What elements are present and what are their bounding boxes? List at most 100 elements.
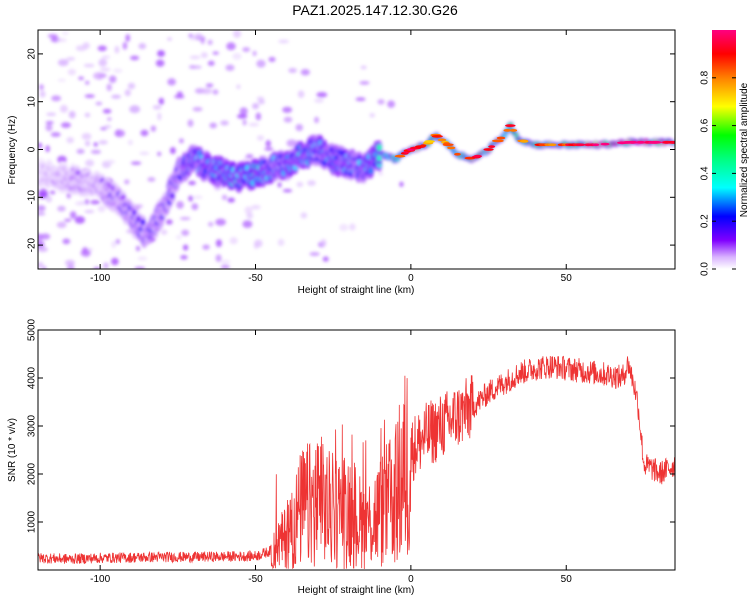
- heat-cell: [157, 50, 166, 57]
- heat-cell: [38, 246, 49, 253]
- heat-cell: [38, 261, 44, 269]
- snr-frame: [37, 329, 676, 571]
- heat-cell: [628, 140, 638, 144]
- heat-cell: [113, 68, 123, 74]
- heat-cell: [242, 119, 247, 126]
- heat-cell: [110, 257, 119, 266]
- heat-cell: [105, 159, 116, 164]
- heat-cell: [140, 218, 146, 226]
- heat-cell: [200, 52, 208, 59]
- heat-cell: [300, 212, 308, 219]
- heat-cell: [339, 223, 349, 232]
- heat-cell: [268, 56, 276, 63]
- heat-cell: [39, 90, 46, 98]
- heat-cell: [68, 110, 76, 119]
- heat-cell: [84, 112, 91, 118]
- heat-cell: [45, 121, 54, 125]
- snr-y-ticks: 1000 2000 3000 4000 5000: [27, 318, 675, 533]
- heat-cell: [349, 223, 356, 231]
- spectrogram-y-axis-label: Frequency (Hz): [7, 116, 18, 185]
- heat-cell: [244, 206, 253, 215]
- heat-cell: [84, 209, 95, 214]
- heat-cell: [215, 239, 222, 248]
- heat-cell: [99, 67, 111, 72]
- heat-cell: [187, 119, 194, 128]
- heat-cell: [256, 59, 266, 68]
- heat-cell: [548, 143, 557, 147]
- heat-cell: [300, 69, 310, 76]
- heat-cell: [265, 140, 271, 148]
- heat-cell: [232, 30, 242, 38]
- heat-cell: [297, 90, 305, 99]
- heat-cell: [220, 120, 229, 126]
- heat-cell: [66, 57, 76, 61]
- heat-cell: [181, 229, 190, 236]
- heat-cell: [57, 59, 69, 67]
- heat-cell: [90, 200, 101, 205]
- heat-cell: [215, 218, 226, 226]
- heat-cell: [252, 50, 257, 57]
- heat-cell: [103, 124, 112, 129]
- heat-cell: [355, 97, 366, 102]
- heat-cell: [80, 249, 91, 257]
- snr-y-axis-label: SNR (10 * v/v): [7, 418, 18, 482]
- heat-cell: [288, 68, 297, 74]
- heat-cell: [201, 88, 212, 95]
- heat-cell: [107, 117, 112, 121]
- x-tick-label: 50: [561, 273, 573, 284]
- colorbar: 0.0 0.2 0.4 0.6 0.8 Normalized spectral ampl…: [700, 30, 750, 276]
- heat-cell: [236, 113, 248, 119]
- heat-cell: [670, 140, 675, 144]
- heat-cell: [502, 133, 508, 137]
- heat-cell: [150, 125, 157, 132]
- heat-cell: [147, 177, 156, 182]
- heat-cell: [69, 211, 77, 219]
- heat-cell: [62, 31, 69, 36]
- heat-cell: [188, 65, 196, 69]
- heat-cell: [64, 218, 72, 222]
- y-tick-label: 5000: [27, 318, 38, 341]
- heat-cell: [205, 83, 214, 88]
- heat-cell: [316, 91, 328, 98]
- heat-cell: [155, 59, 165, 67]
- y-tick-label: 3000: [27, 414, 38, 437]
- heat-cell: [51, 95, 62, 102]
- heat-cell: [282, 188, 293, 193]
- snr-series-line: [38, 355, 675, 570]
- heat-cell: [45, 145, 50, 153]
- heat-cell: [229, 237, 238, 245]
- x-tick-label: 0: [408, 574, 414, 585]
- heat-cell: [134, 204, 144, 208]
- heat-cell: [191, 203, 199, 211]
- heat-cell: [207, 60, 215, 66]
- page-title: PAZ1.2025.147.12.30.G26: [292, 2, 458, 18]
- heat-cell: [209, 122, 217, 129]
- heat-cell: [157, 112, 162, 121]
- heat-cell: [39, 84, 44, 91]
- heat-cell: [635, 140, 647, 144]
- heat-cell: [49, 190, 56, 195]
- heat-cell: [46, 112, 57, 116]
- heat-cell: [212, 51, 219, 55]
- colorbar-tick-label: 0.2: [700, 214, 711, 228]
- x-tick-label: -50: [248, 273, 263, 284]
- heat-cell: [248, 122, 259, 127]
- heat-cell: [98, 140, 108, 145]
- heat-cell: [115, 238, 121, 245]
- heat-cell: [140, 129, 149, 137]
- heat-cell: [520, 139, 529, 143]
- heat-cell: [368, 167, 374, 175]
- heat-cell: [178, 138, 184, 144]
- heat-cell: [207, 39, 213, 45]
- heat-cell: [139, 151, 150, 155]
- y-tick-label: 0: [27, 146, 38, 152]
- heat-cell: [283, 116, 293, 123]
- snr-x-ticks: -100 -50 0 50: [90, 330, 572, 585]
- heat-cell: [38, 205, 46, 212]
- heat-cell: [377, 99, 385, 105]
- heat-cell: [74, 201, 86, 206]
- heat-cell: [83, 63, 95, 68]
- x-tick-label: 0: [408, 273, 414, 284]
- heat-cell: [592, 143, 600, 147]
